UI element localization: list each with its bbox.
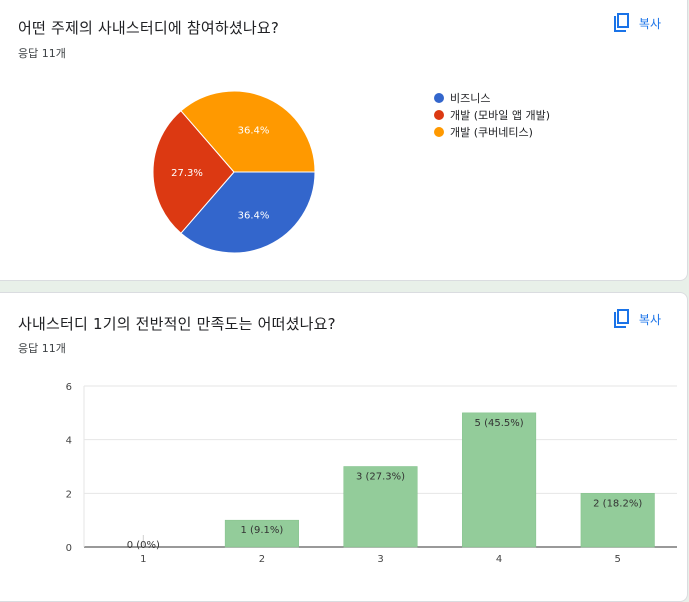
- x-tick-label: 4: [496, 554, 502, 565]
- legend-label: 비즈니스: [450, 91, 491, 105]
- bar[interactable]: [343, 466, 418, 548]
- copy-icon: [612, 309, 630, 329]
- bar-data-label: 2 (18.2%): [593, 498, 642, 509]
- y-tick-label: 6: [66, 382, 72, 393]
- copy-button[interactable]: 복사: [612, 309, 661, 329]
- legend-swatch: [434, 126, 444, 137]
- y-tick-label: 4: [66, 436, 72, 447]
- question-card-satisfaction: 사내스터디 1기의 전반적인 만족도는 어떠셨나요? 응답 11개 복사 0 2 4…: [0, 292, 688, 602]
- question-title: 어떤 주제의 사내스터디에 참여하셨나요?: [18, 19, 280, 37]
- legend-label: 개발 (쿠버네티스): [450, 125, 533, 139]
- copy-label: 복사: [638, 312, 661, 327]
- question-title: 사내스터디 1기의 전반적인 만족도는 어떠셨나요?: [18, 315, 336, 333]
- bar[interactable]: [462, 412, 537, 548]
- pie-slice-label: 36.4%: [238, 211, 270, 222]
- bar-data-label: 3 (27.3%): [356, 472, 405, 483]
- x-tick-label: 5: [615, 554, 621, 565]
- question-card-topic: 어떤 주제의 사내스터디에 참여하셨나요? 응답 11개 복사 36.4% 27.…: [0, 0, 688, 281]
- legend-swatch: [434, 109, 444, 120]
- bar[interactable]: [224, 519, 299, 548]
- pie-chart: 36.4% 27.3% 36.4%: [152, 90, 316, 254]
- y-tick-label: 2: [66, 489, 72, 500]
- copy-label: 복사: [638, 16, 661, 31]
- x-tick-label: 1: [140, 554, 146, 565]
- response-count: 응답 11개: [18, 342, 66, 355]
- copy-icon: [612, 13, 630, 33]
- pie-slice-label: 36.4%: [238, 125, 270, 136]
- legend-swatch: [434, 92, 444, 103]
- response-count: 응답 11개: [18, 47, 66, 60]
- legend-label: 개발 (모바일 앱 개발): [450, 108, 551, 122]
- x-tick-label: 3: [377, 554, 383, 565]
- pie-slice-label: 27.3%: [171, 168, 203, 179]
- y-tick-label: 0: [66, 543, 72, 554]
- legend-item: 개발 (쿠버네티스): [434, 123, 550, 140]
- x-tick-label: 2: [259, 554, 265, 565]
- legend-item: 개발 (모바일 앱 개발): [434, 106, 550, 123]
- bar-data-label: 1 (9.1%): [241, 525, 284, 536]
- pie-slice[interactable]: [180, 90, 316, 173]
- copy-button[interactable]: 복사: [612, 13, 661, 33]
- pie-slice[interactable]: [152, 110, 235, 234]
- bar-chart: 0 2 4 6 0 (0%) 1 1 (9.1%) 2 3 (27.3%) 3 5 (45.5%) 4…: [66, 382, 677, 565]
- pie-slice[interactable]: [180, 171, 316, 254]
- legend-item: 비즈니스: [434, 89, 550, 106]
- bar[interactable]: [580, 493, 655, 548]
- bar-data-label: 5 (45.5%): [475, 418, 524, 429]
- bar-data-label: 0 (0%): [127, 540, 160, 551]
